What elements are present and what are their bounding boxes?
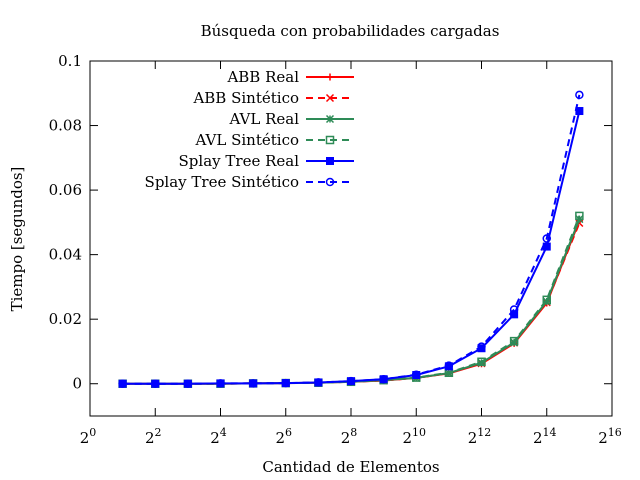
y-tick-label: 0.1 — [58, 52, 82, 70]
data-point — [314, 378, 323, 387]
data-point — [281, 378, 290, 388]
legend-item: Splay Tree Sintético — [145, 173, 354, 191]
data-point — [575, 211, 584, 221]
legend-marker — [325, 177, 335, 187]
legend-marker — [325, 93, 335, 103]
legend-item: Splay Tree Real — [179, 152, 354, 170]
series-2 — [118, 215, 584, 388]
legend-marker — [326, 73, 334, 81]
data-point — [248, 379, 258, 388]
legend-label: Splay Tree Real — [179, 152, 300, 170]
series-3 — [118, 211, 584, 388]
legend-marker — [325, 114, 335, 124]
series-0 — [119, 217, 583, 388]
data-point — [575, 107, 584, 116]
data-point — [477, 342, 486, 351]
y-tick-label: 0.06 — [49, 181, 82, 199]
legend-item: ABB Real — [226, 68, 354, 86]
y-tick-label: 0.02 — [49, 310, 82, 328]
data-point — [542, 295, 551, 305]
series-line — [122, 222, 581, 385]
data-point — [346, 376, 356, 386]
legend-label: ABB Real — [226, 68, 299, 86]
y-axis-label: Tiempo [segundos] — [8, 167, 26, 312]
series-line — [122, 94, 581, 385]
series-1 — [118, 218, 584, 388]
data-point — [151, 379, 160, 388]
legend-label: AVL Real — [228, 110, 299, 128]
legend-marker — [326, 157, 334, 165]
series-line — [122, 220, 581, 385]
x-axis-label: Cantidad de Elementos — [262, 458, 439, 476]
y-axis: 0 0.02 0.04 0.06 0.08 0.1 — [49, 52, 612, 393]
y-tick-label: 0 — [72, 375, 82, 393]
plot-frame — [89, 60, 613, 417]
x-tick-label: 24 — [210, 426, 227, 447]
chart-title: Búsqueda con probabilidades cargadas — [201, 22, 500, 40]
data-point — [509, 336, 519, 346]
x-tick-label: 28 — [341, 426, 358, 447]
series-layer — [118, 90, 584, 388]
data-point — [379, 374, 388, 384]
data-point — [542, 297, 551, 306]
data-point — [444, 361, 454, 370]
legend-label: AVL Sintético — [194, 131, 299, 149]
data-point — [575, 90, 584, 100]
x-tick-label: 214 — [533, 426, 557, 447]
data-point — [183, 379, 193, 388]
legend-marker — [325, 135, 335, 145]
data-point — [510, 338, 519, 347]
x-tick-label: 216 — [598, 426, 622, 447]
legend-item: ABB Sintético — [192, 89, 354, 107]
x-tick-label: 26 — [275, 426, 292, 447]
series-line — [122, 218, 581, 385]
x-tick-label: 22 — [145, 426, 162, 447]
x-tick-label: 210 — [402, 426, 426, 447]
data-point — [216, 379, 225, 388]
legend: ABB Real ABB Sintético AVL Real AVL Sintéti… — [145, 68, 354, 191]
y-tick-label: 0.08 — [49, 117, 82, 135]
series-line — [122, 215, 581, 385]
data-point — [542, 234, 551, 243]
data-point — [542, 242, 551, 251]
data-point — [509, 305, 519, 314]
data-point — [412, 370, 421, 379]
data-point — [477, 357, 486, 367]
legend-item: AVL Real — [228, 110, 354, 128]
series-5 — [118, 90, 584, 388]
data-point — [118, 379, 127, 388]
x-axis: 20 22 24 26 28 210 212 214 216 — [80, 61, 622, 447]
y-tick-label: 0.04 — [49, 246, 82, 264]
legend-label: Splay Tree Sintético — [145, 173, 299, 191]
legend-label: ABB Sintético — [192, 89, 299, 107]
legend-item: AVL Sintético — [194, 131, 354, 149]
x-tick-label: 20 — [80, 426, 97, 447]
x-tick-label: 212 — [468, 426, 492, 447]
